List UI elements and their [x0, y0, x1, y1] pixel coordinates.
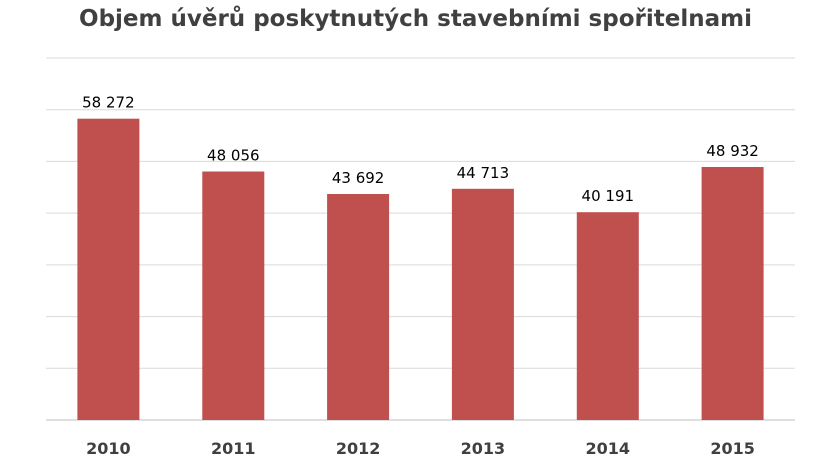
bar-2015	[701, 167, 764, 420]
x-tick-label-2013: 2013	[461, 439, 506, 458]
data-label-2011: 48 056	[207, 147, 260, 165]
data-label-2014: 40 191	[582, 187, 635, 205]
chart-title: Objem úvěrů poskytnutých stavebními spoř…	[79, 6, 752, 32]
data-label-2010: 58 272	[82, 94, 135, 112]
x-tick-label-2012: 2012	[336, 439, 381, 458]
bar-2011	[202, 171, 265, 420]
data-label-2013: 44 713	[457, 164, 510, 182]
bar-2014	[576, 212, 639, 420]
x-tick-label-2011: 2011	[211, 439, 256, 458]
bar-2010	[77, 118, 140, 420]
bar-2012	[327, 194, 390, 420]
x-tick-label-2014: 2014	[586, 439, 631, 458]
x-tick-label-2015: 2015	[710, 439, 755, 458]
bar-2013	[451, 188, 514, 420]
data-label-2012: 43 692	[332, 169, 385, 187]
x-tick-label-2010: 2010	[86, 439, 131, 458]
data-label-2015: 48 932	[706, 142, 759, 160]
